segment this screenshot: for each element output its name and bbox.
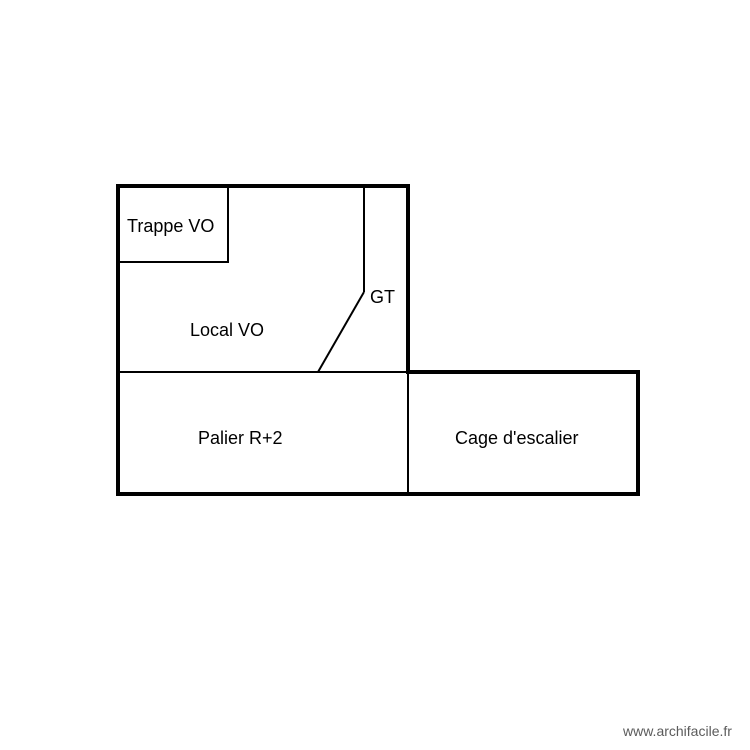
label-palier: Palier R+2 xyxy=(198,428,283,449)
floorplan-svg xyxy=(0,0,750,750)
watermark: www.archifacile.fr xyxy=(623,723,732,739)
label-trappe: Trappe VO xyxy=(127,216,214,237)
label-cage: Cage d'escalier xyxy=(455,428,579,449)
floorplan-canvas: Trappe VO Local VO GT Palier R+2 Cage d'… xyxy=(0,0,750,750)
gt-wall-diagonal xyxy=(318,292,364,372)
label-local: Local VO xyxy=(190,320,264,341)
label-gt: GT xyxy=(370,287,395,308)
